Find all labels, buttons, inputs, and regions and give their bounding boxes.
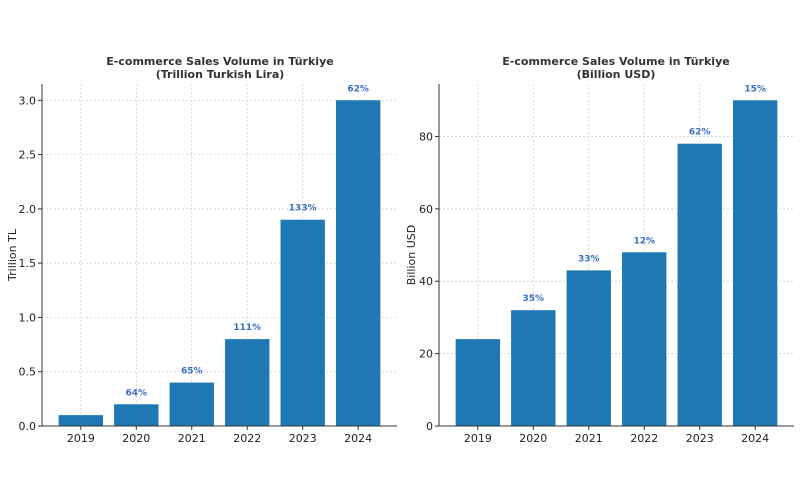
bar-2024: [335, 100, 381, 427]
chart-subtitle: (Trillion Turkish Lira): [156, 68, 285, 81]
y-tick-label: 2.0: [19, 203, 37, 216]
x-tick-label: 2021: [178, 432, 206, 445]
growth-label: 35%: [523, 294, 545, 304]
x-tick-label: 2022: [630, 432, 658, 445]
x-tick-label: 2023: [289, 432, 317, 445]
growth-label: 133%: [289, 204, 317, 214]
x-tick-label: 2023: [686, 432, 714, 445]
x-tick-label: 2021: [575, 432, 603, 445]
x-tick-label: 2020: [519, 432, 547, 445]
y-tick-label: 0: [426, 420, 433, 433]
x-tick-label: 2019: [464, 432, 492, 445]
growth-label: 65%: [181, 367, 203, 377]
y-tick-label: 0.0: [19, 420, 37, 433]
growth-label: 62%: [689, 128, 711, 138]
bar-2019: [455, 339, 501, 426]
bar-2022: [622, 252, 667, 426]
x-tick-label: 2020: [122, 432, 150, 445]
y-tick-label: 1.0: [19, 311, 37, 324]
growth-label: 33%: [578, 254, 600, 264]
y-tick-label: 80: [419, 130, 433, 143]
bar-2020: [511, 310, 556, 426]
bar-2023: [677, 143, 722, 426]
chart-title: E-commerce Sales Volume in Türkiye: [502, 55, 729, 68]
y-tick-label: 40: [419, 275, 433, 288]
bar-2021: [566, 270, 611, 426]
growth-label: 62%: [347, 84, 369, 94]
chart-trillion-tl: E-commerce Sales Volume in Türkiye (Tril…: [6, 55, 397, 445]
bar-2021: [169, 382, 214, 426]
bar-2020: [114, 404, 159, 426]
chart-subtitle: (Billion USD): [577, 68, 656, 81]
bar-2022: [225, 339, 270, 426]
x-tick-label: 2024: [344, 432, 372, 445]
x-tick-label: 2019: [67, 432, 95, 445]
y-axis-label: Billion USD: [405, 225, 418, 285]
y-tick-label: 60: [419, 203, 433, 216]
y-tick-label: 2.5: [19, 149, 37, 162]
bar-2024: [732, 100, 778, 427]
y-tick-label: 0.5: [19, 366, 37, 379]
y-tick-label: 20: [419, 348, 433, 361]
chart-title: E-commerce Sales Volume in Türkiye: [106, 55, 333, 68]
chart-billion-usd: E-commerce Sales Volume in Türkiye (Bill…: [405, 55, 794, 445]
growth-label: 15%: [744, 84, 766, 94]
x-tick-label: 2024: [741, 432, 769, 445]
y-tick-label: 3.0: [19, 94, 37, 107]
x-tick-label: 2022: [233, 432, 261, 445]
y-tick-label: 1.5: [19, 257, 37, 270]
bar-2023: [280, 219, 325, 426]
growth-label: 12%: [633, 236, 655, 246]
bar-2019: [58, 415, 104, 426]
growth-label: 64%: [126, 388, 148, 398]
y-axis-label: Trillion TL: [6, 228, 19, 282]
growth-label: 111%: [233, 323, 261, 333]
